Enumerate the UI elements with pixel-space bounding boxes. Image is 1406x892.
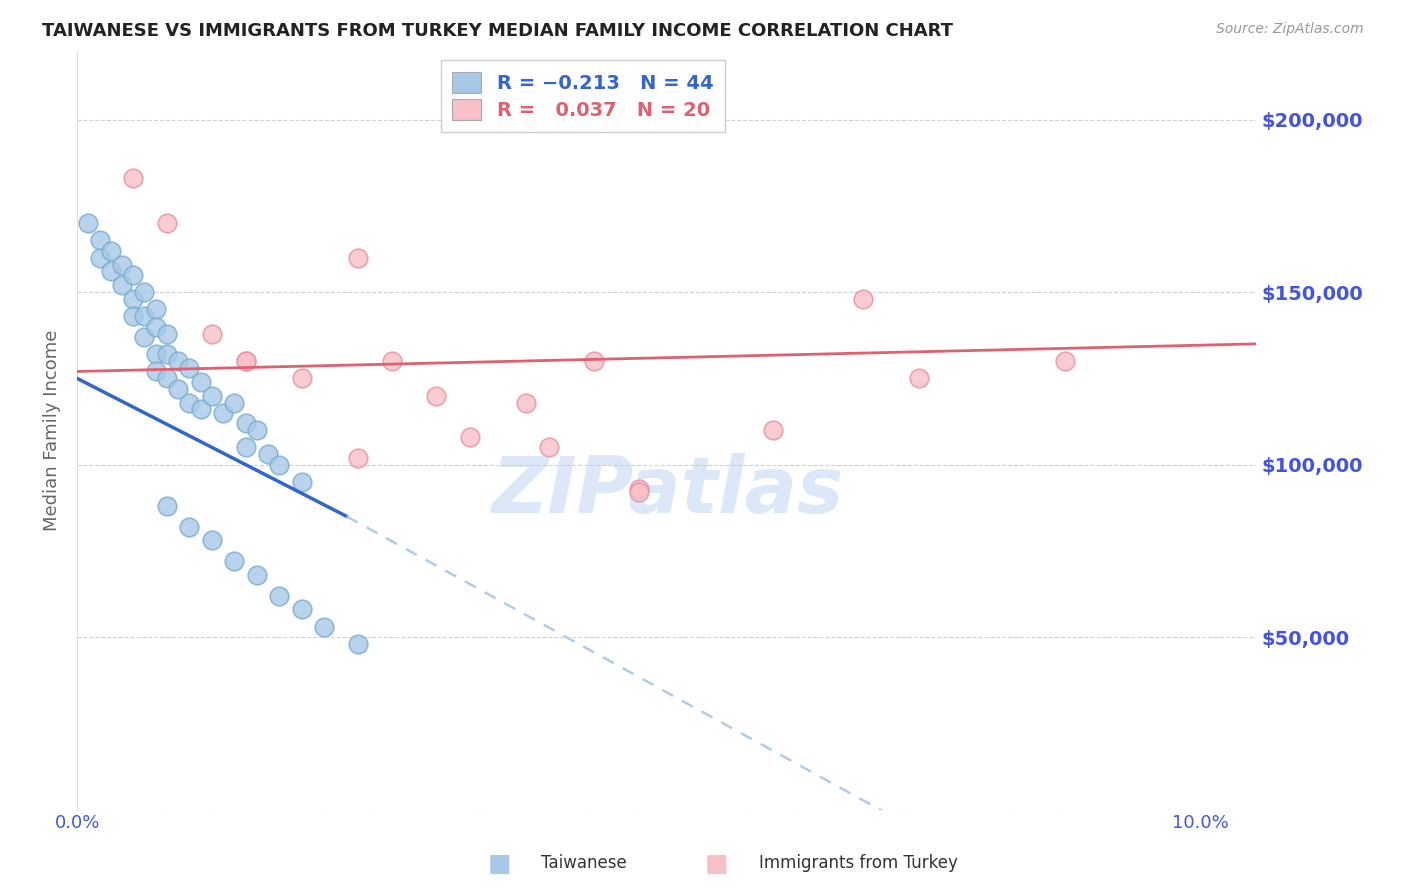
- Point: [134, 310, 156, 324]
- Point: [100, 244, 122, 258]
- Point: [122, 310, 145, 324]
- Point: [201, 326, 224, 341]
- Point: [291, 475, 314, 489]
- Text: Immigrants from Turkey: Immigrants from Turkey: [759, 855, 957, 872]
- Point: [908, 371, 931, 385]
- Point: [156, 499, 179, 513]
- Point: [122, 268, 145, 282]
- Point: [224, 395, 246, 409]
- Point: [291, 371, 314, 385]
- Point: [380, 354, 402, 368]
- Point: [156, 216, 179, 230]
- Point: [627, 482, 650, 496]
- Point: [347, 637, 370, 651]
- Point: [235, 416, 257, 430]
- Point: [291, 602, 314, 616]
- Point: [269, 458, 291, 472]
- Point: [1054, 354, 1077, 368]
- Point: [201, 389, 224, 403]
- Point: [425, 389, 447, 403]
- Point: [156, 326, 179, 341]
- Point: [314, 620, 336, 634]
- Point: [458, 430, 481, 444]
- Point: [156, 371, 179, 385]
- Point: [77, 216, 100, 230]
- Point: [582, 354, 605, 368]
- Point: [224, 554, 246, 568]
- Point: [190, 375, 212, 389]
- Point: [134, 330, 156, 344]
- Point: [235, 441, 257, 455]
- Text: ■: ■: [488, 852, 510, 875]
- Point: [111, 278, 134, 293]
- Point: [201, 533, 224, 548]
- Point: [122, 292, 145, 306]
- Point: [156, 347, 179, 361]
- Point: [246, 568, 269, 582]
- Point: [347, 251, 370, 265]
- Point: [167, 354, 190, 368]
- Point: [537, 441, 560, 455]
- Point: [190, 402, 212, 417]
- Text: Taiwanese: Taiwanese: [541, 855, 627, 872]
- Point: [235, 354, 257, 368]
- Point: [145, 347, 167, 361]
- Point: [627, 485, 650, 500]
- Point: [145, 302, 167, 317]
- Point: [257, 447, 280, 461]
- Legend: R = −0.213   N = 44, R =   0.037   N = 20: R = −0.213 N = 44, R = 0.037 N = 20: [440, 61, 725, 132]
- Y-axis label: Median Family Income: Median Family Income: [44, 329, 60, 531]
- Point: [212, 406, 235, 420]
- Point: [122, 171, 145, 186]
- Text: TAIWANESE VS IMMIGRANTS FROM TURKEY MEDIAN FAMILY INCOME CORRELATION CHART: TAIWANESE VS IMMIGRANTS FROM TURKEY MEDI…: [42, 22, 953, 40]
- Point: [762, 423, 785, 437]
- Point: [145, 364, 167, 378]
- Point: [246, 423, 269, 437]
- Point: [89, 251, 111, 265]
- Point: [134, 285, 156, 300]
- Point: [145, 319, 167, 334]
- Point: [852, 292, 875, 306]
- Point: [179, 519, 201, 533]
- Text: ■: ■: [706, 852, 728, 875]
- Point: [347, 450, 370, 465]
- Point: [89, 234, 111, 248]
- Text: ZIPatlas: ZIPatlas: [491, 453, 842, 529]
- Point: [111, 258, 134, 272]
- Point: [100, 264, 122, 278]
- Text: Source: ZipAtlas.com: Source: ZipAtlas.com: [1216, 22, 1364, 37]
- Point: [269, 589, 291, 603]
- Point: [515, 395, 537, 409]
- Point: [235, 354, 257, 368]
- Point: [167, 382, 190, 396]
- Point: [179, 361, 201, 376]
- Point: [179, 395, 201, 409]
